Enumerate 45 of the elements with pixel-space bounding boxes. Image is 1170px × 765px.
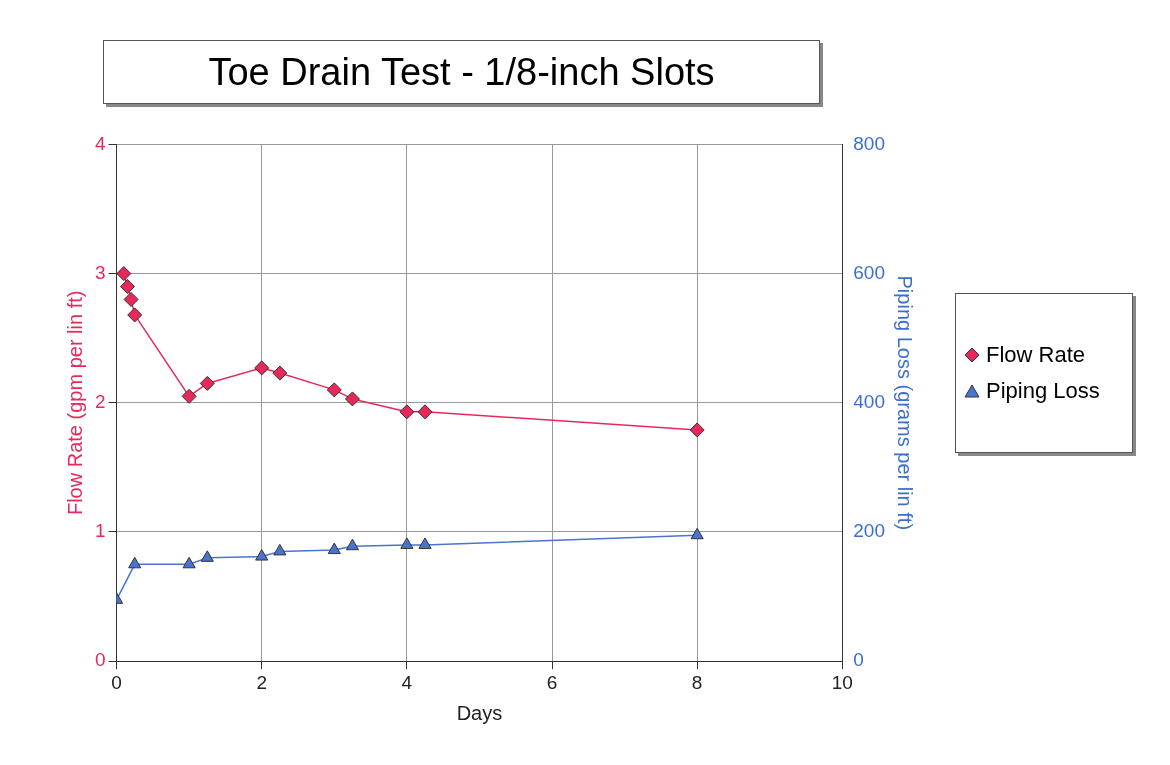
- point: [119, 279, 135, 295]
- point: [690, 527, 704, 540]
- y-tick-label: 1: [94, 520, 106, 542]
- point: [400, 537, 414, 549]
- legend-label: Flow Rate: [986, 342, 1086, 368]
- point: [123, 291, 139, 307]
- point: [417, 404, 433, 420]
- point: [344, 391, 360, 407]
- point: [182, 556, 196, 569]
- chart-title: Toe Drain Test - 1/8-inch Slots: [103, 40, 820, 104]
- point: [272, 365, 288, 381]
- y2-tick-label: 200: [853, 520, 885, 542]
- y2-tick-label: 0: [853, 649, 864, 671]
- x-tick-label: 6: [546, 671, 558, 693]
- x-tick-label: 8: [691, 671, 703, 693]
- y-tick-label: 3: [94, 261, 106, 283]
- point: [128, 556, 142, 569]
- y-axis-title: Flow Rate (gpm per lin ft): [63, 290, 86, 516]
- point: [200, 550, 214, 562]
- y2-tick-label: 800: [853, 132, 885, 154]
- point: [255, 549, 269, 561]
- point: [399, 404, 415, 420]
- point: [327, 542, 341, 555]
- point: [181, 388, 197, 404]
- x-tick-label: 10: [831, 671, 853, 693]
- point: [254, 360, 270, 376]
- y-tick-label: 4: [94, 132, 106, 154]
- y2-tick-label: 600: [853, 261, 885, 283]
- y2-tick-label: 400: [853, 391, 885, 413]
- point: [199, 375, 215, 391]
- y-tick-label: 0: [94, 649, 106, 671]
- y2-axis-title: Piping Loss (grams per lin ft): [894, 275, 917, 531]
- point: [345, 538, 359, 551]
- point: [418, 537, 432, 549]
- x-tick-label: 4: [401, 671, 413, 693]
- point: [273, 543, 287, 556]
- point: [127, 307, 143, 323]
- y-tick-label: 2: [94, 391, 106, 413]
- point: [689, 422, 705, 438]
- x-tick-label: 0: [111, 671, 122, 693]
- point: [326, 382, 342, 398]
- point: [116, 266, 132, 282]
- legend-label: Piping Loss: [986, 378, 1100, 404]
- x-tick-label: 2: [256, 671, 267, 693]
- x-axis-title: Days: [456, 701, 503, 724]
